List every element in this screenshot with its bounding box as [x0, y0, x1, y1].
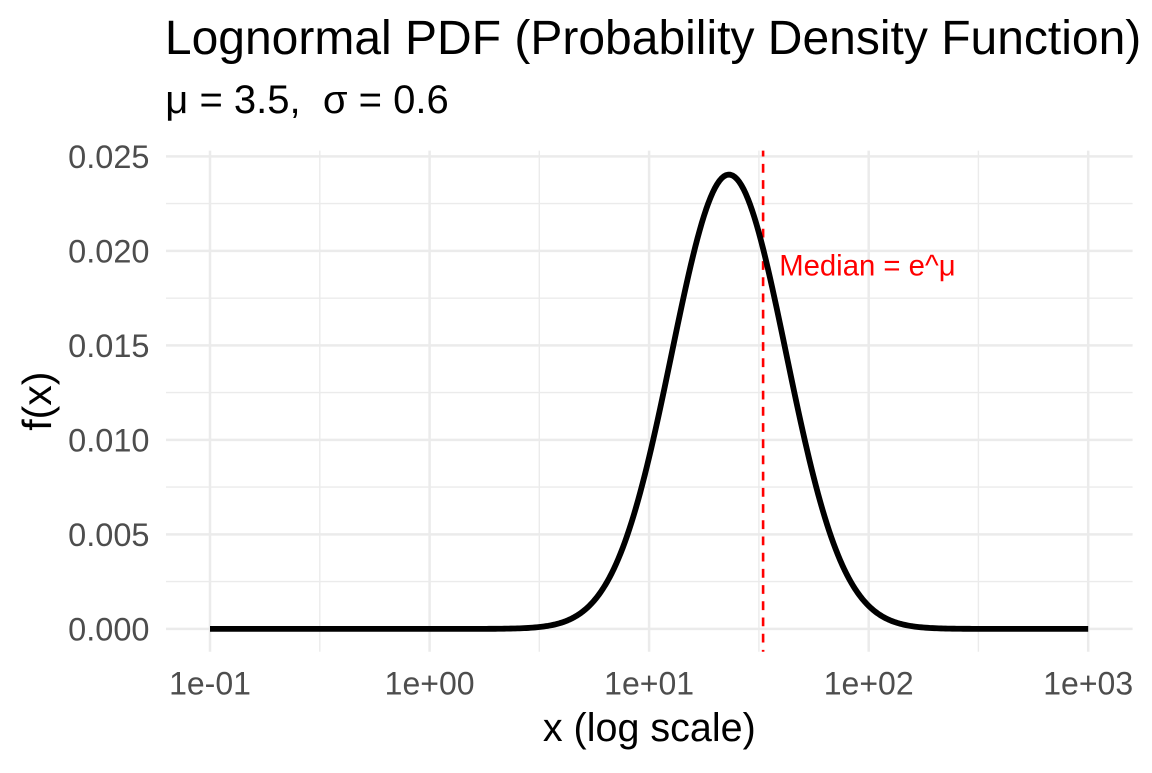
svg-text:0.000: 0.000 — [68, 612, 149, 648]
svg-text:1e+01: 1e+01 — [604, 665, 694, 701]
svg-text:f(x): f(x) — [14, 372, 60, 431]
svg-text:x (log scale): x (log scale) — [543, 706, 756, 750]
svg-text:1e+02: 1e+02 — [824, 665, 914, 701]
svg-text:0.025: 0.025 — [68, 139, 149, 175]
svg-text:Median = e^μ: Median = e^μ — [779, 250, 955, 283]
svg-text:1e+00: 1e+00 — [385, 665, 475, 701]
svg-text:0.005: 0.005 — [68, 517, 149, 553]
svg-text:μ = 3.5, σ = 0.6: μ = 3.5, σ = 0.6 — [165, 78, 448, 122]
svg-text:0.015: 0.015 — [68, 328, 149, 364]
svg-text:1e+03: 1e+03 — [1043, 665, 1133, 701]
svg-text:Lognormal PDF (Probability Den: Lognormal PDF (Probability Density Funct… — [165, 12, 1141, 65]
svg-text:0.010: 0.010 — [68, 423, 149, 459]
svg-text:1e-01: 1e-01 — [169, 665, 251, 701]
svg-text:0.020: 0.020 — [68, 234, 149, 270]
